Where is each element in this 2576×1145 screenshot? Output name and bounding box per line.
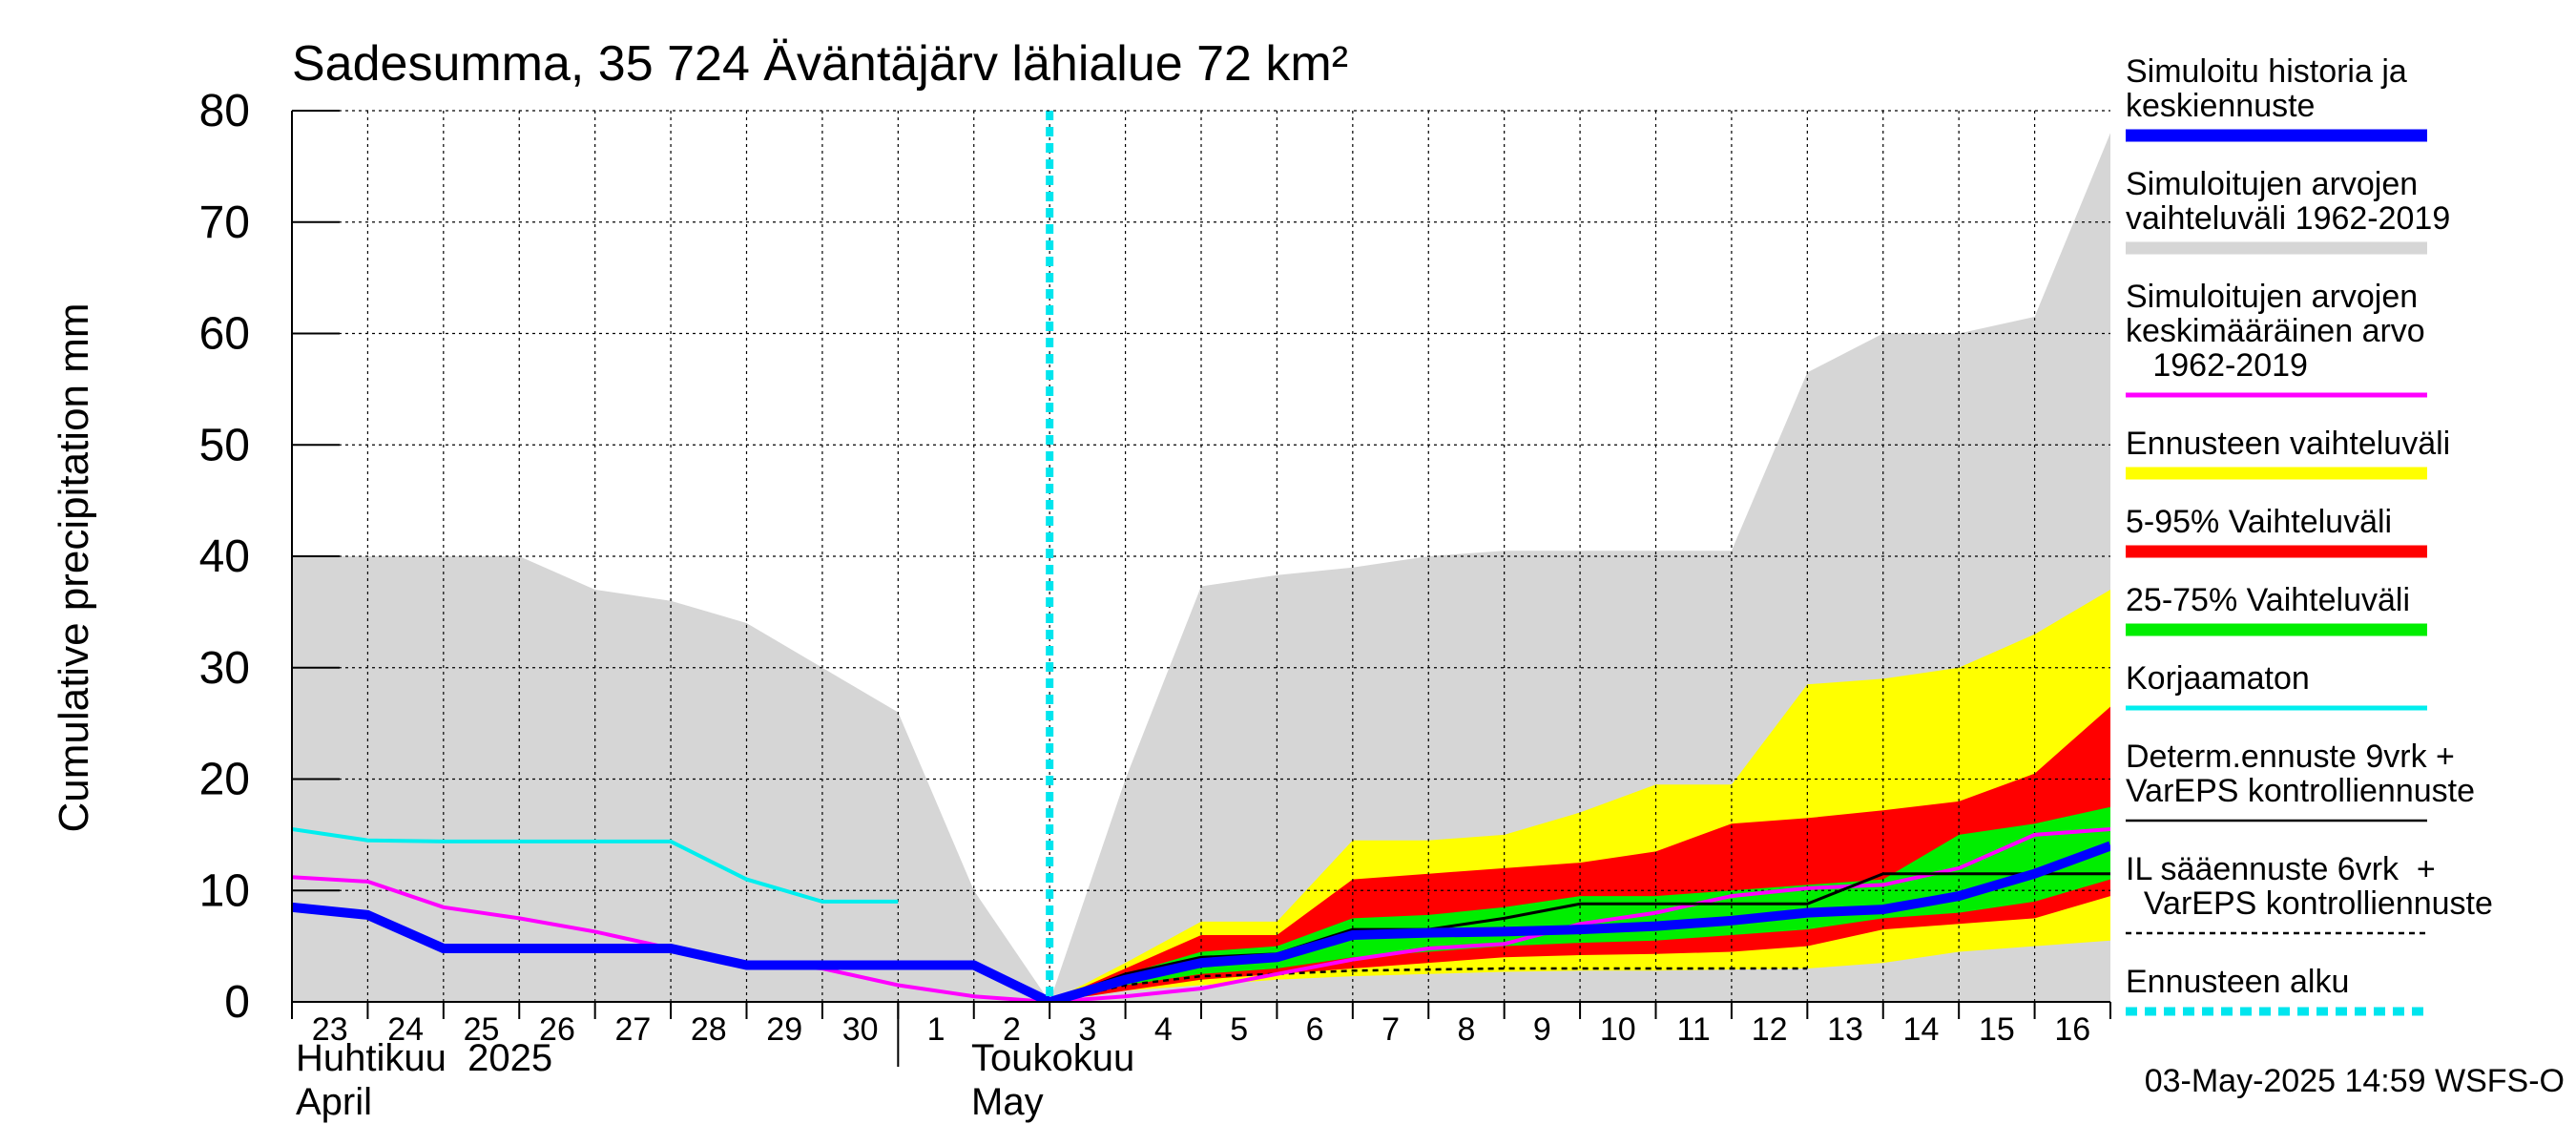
x-tick-label: 24 [387, 1011, 424, 1048]
legend-label-4: Ennusteen vaihteluväli [2126, 426, 2450, 462]
x-tick-label: 16 [2054, 1011, 2090, 1048]
x-tick-label: 23 [312, 1011, 348, 1048]
series-uncorrected [292, 827, 899, 904]
x-tick-label: 7 [1381, 1011, 1400, 1048]
month-label-may-en: May [971, 1081, 1044, 1123]
y-tick-label: 20 [199, 755, 250, 805]
legend-label-2: vaihteluväli 1962-2019 [2126, 200, 2450, 237]
y-tick-label: 0 [224, 977, 250, 1028]
y-tick-label: 80 [199, 86, 250, 136]
legend-label-1: Simuloitu historia ja [2126, 53, 2407, 90]
legend-label-9: IL sääennuste 6vrk + [2126, 851, 2436, 887]
legend-label-3: keskimääräinen arvo [2126, 313, 2425, 349]
legend-label-9: VarEPS kontrolliennuste [2126, 885, 2493, 922]
series-simulated-mean [292, 827, 2110, 1002]
legend-label-10: Ennusteen alku [2126, 964, 2349, 1000]
x-tick-label: 29 [766, 1011, 802, 1048]
band-5-95 [1049, 706, 2110, 1002]
chart-title: Sadesumma, 35 724 Äväntäjärv lähialue 72… [292, 36, 1348, 92]
y-tick-label: 10 [199, 865, 250, 916]
x-tick-label: 15 [1979, 1011, 2015, 1048]
x-tick-label: 10 [1600, 1011, 1636, 1048]
x-tick-label: 8 [1457, 1011, 1475, 1048]
series-deterministic-forecast [1049, 872, 2110, 1002]
x-tick-label: 12 [1752, 1011, 1788, 1048]
y-tick-label: 30 [199, 643, 250, 694]
x-tick-label: 9 [1533, 1011, 1551, 1048]
month-label-april-fi: Huhtikuu 2025 [296, 1037, 552, 1079]
legend-label-8: Determ.ennuste 9vrk + [2126, 739, 2455, 775]
legend-label-7: Korjaamaton [2126, 660, 2310, 697]
series-il-forecast [1049, 967, 1808, 1002]
plot-area [292, 111, 2110, 1002]
y-tick-label: 60 [199, 309, 250, 360]
x-tick-label: 28 [691, 1011, 727, 1048]
x-tick-label: 2 [1003, 1011, 1021, 1048]
y-tick-label: 50 [199, 420, 250, 470]
x-tick-label: 30 [842, 1011, 879, 1048]
y-tick-label: 70 [199, 198, 250, 248]
y-tick-label: 40 [199, 531, 250, 582]
x-tick-label: 13 [1827, 1011, 1863, 1048]
month-label-april-en: April [296, 1081, 372, 1123]
legend-label-3: Simuloitujen arvojen [2126, 279, 2418, 315]
x-tick-label: 1 [927, 1011, 945, 1048]
legend-label-8: VarEPS kontrolliennuste [2126, 773, 2475, 809]
x-tick-label: 14 [1903, 1011, 1940, 1048]
timestamp: 03-May-2025 14:59 WSFS-O [2145, 1063, 2565, 1099]
legend-label-5: 5-95% Vaihteluväli [2126, 504, 2392, 540]
x-tick-label: 25 [464, 1011, 500, 1048]
legend-label-1: keskiennuste [2126, 88, 2315, 124]
x-tick-label: 27 [614, 1011, 651, 1048]
x-tick-label: 11 [1677, 1011, 1711, 1048]
legend-label-6: 25-75% Vaihteluväli [2126, 582, 2410, 618]
y-axis-label: Cumulative precipitation mm [51, 302, 97, 832]
series-simulated-history [292, 841, 2110, 1002]
x-tick-label: 6 [1306, 1011, 1324, 1048]
month-label-may-fi: Toukokuu [971, 1037, 1134, 1079]
x-tick-label: 26 [539, 1011, 575, 1048]
legend-label-3: 1962-2019 [2126, 347, 2308, 384]
legend-label-2: Simuloitujen arvojen [2126, 166, 2418, 202]
x-tick-label: 4 [1154, 1011, 1173, 1048]
x-tick-label: 5 [1230, 1011, 1248, 1048]
x-tick-label: 3 [1078, 1011, 1096, 1048]
